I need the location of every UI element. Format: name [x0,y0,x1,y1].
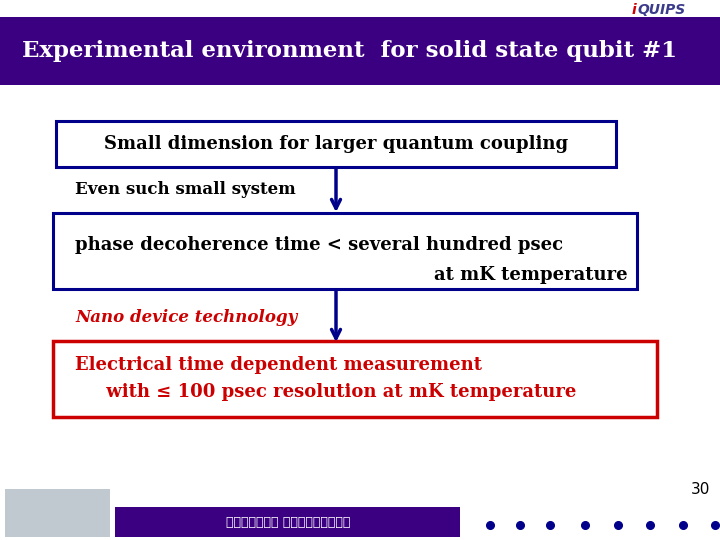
Text: Small dimension for larger quantum coupling: Small dimension for larger quantum coupl… [104,135,568,153]
Text: 서울시립대학교 양자정보처리연구단: 서울시립대학교 양자정보처리연구단 [226,516,350,529]
Text: Experimental environment  for solid state qubit #1: Experimental environment for solid state… [22,40,677,62]
Text: Even such small system: Even such small system [75,181,296,199]
Bar [5,489,110,537]
FancyBboxPatch shape [53,213,637,289]
Text: at mK temperature: at mK temperature [434,266,628,284]
Bar [115,507,460,537]
FancyBboxPatch shape [56,121,616,167]
Text: Electrical time dependent measurement: Electrical time dependent measurement [75,356,482,374]
Text: Nano device technology: Nano device technology [75,309,297,327]
Text: 30: 30 [690,483,710,497]
Bar [0,17,720,85]
Text: i: i [632,3,636,17]
Text: phase decoherence time < several hundred psec: phase decoherence time < several hundred… [75,236,563,254]
FancyBboxPatch shape [53,341,657,417]
Text: QUIPS: QUIPS [638,3,686,17]
Text: with ≤ 100 psec resolution at mK temperature: with ≤ 100 psec resolution at mK tempera… [75,383,577,401]
